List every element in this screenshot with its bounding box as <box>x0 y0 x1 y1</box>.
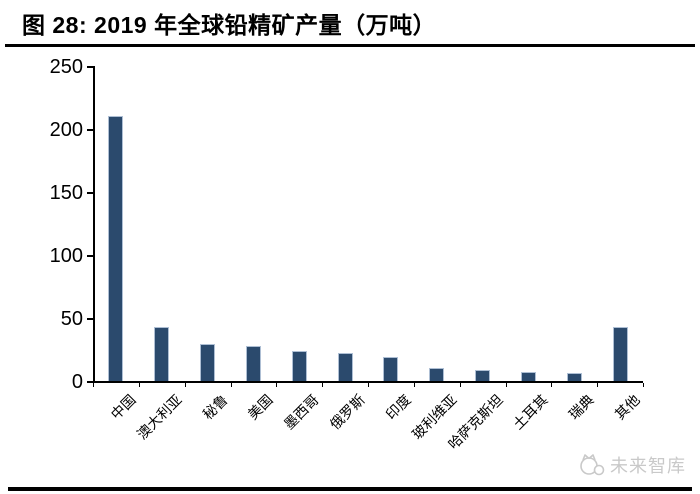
bar-中国 <box>108 116 124 381</box>
x-tick-mark <box>93 383 94 387</box>
x-category-label: 印度 <box>382 391 414 423</box>
bar-土耳其 <box>520 372 536 381</box>
bar-美国 <box>245 345 261 381</box>
watermark: 未来智库 <box>579 452 686 478</box>
x-category-label: 秘鲁 <box>199 391 231 423</box>
bar-秘鲁 <box>200 344 216 381</box>
x-tick-mark <box>230 383 232 387</box>
y-tick-label: 0 <box>71 371 83 393</box>
x-tick-mark <box>322 383 324 387</box>
y-axis-line <box>93 66 95 383</box>
x-axis-line <box>93 381 643 383</box>
bar-俄罗斯 <box>337 353 353 381</box>
bar-哈萨克斯坦 <box>475 369 491 381</box>
bar-其他 <box>612 326 628 381</box>
bar-墨西哥 <box>291 350 307 381</box>
figure-title: 图 28: 2019 年全球铅精矿产量（万吨） <box>22 12 437 38</box>
y-tick-mark <box>87 66 93 68</box>
x-category-label: 其他 <box>611 391 643 423</box>
y-tick-label: 100 <box>49 245 83 267</box>
x-tick-mark <box>276 383 278 387</box>
x-tick-mark <box>368 383 369 387</box>
y-tick-mark <box>87 255 93 257</box>
x-category-label: 美国 <box>245 391 277 423</box>
x-tick-mark <box>643 383 644 387</box>
weilai-zhiku-logo-icon <box>579 454 605 476</box>
bar-澳大利亚 <box>154 326 170 381</box>
y-tick-mark <box>87 381 93 383</box>
y-tick-label: 250 <box>49 56 83 78</box>
x-category-label: 墨西哥 <box>280 391 322 433</box>
y-tick-mark <box>87 129 93 131</box>
watermark-text: 未来智库 <box>610 456 686 476</box>
y-tick-label: 50 <box>60 308 83 330</box>
bar-瑞典 <box>566 373 582 381</box>
x-tick-mark <box>413 383 415 387</box>
x-tick-mark <box>459 383 461 387</box>
y-tick-mark <box>87 192 93 194</box>
x-category-label: 土耳其 <box>510 391 552 433</box>
x-tick-mark <box>597 383 599 387</box>
y-tick-label: 150 <box>49 182 83 204</box>
bottom-border <box>8 487 692 491</box>
y-tick-label: 200 <box>49 119 83 141</box>
y-tick-mark <box>87 318 93 320</box>
x-category-label: 澳大利亚 <box>133 391 185 443</box>
bar-玻利维亚 <box>429 368 445 381</box>
x-tick-mark <box>505 383 507 387</box>
bar-印度 <box>383 357 399 381</box>
x-category-label: 俄罗斯 <box>326 391 368 433</box>
x-category-label: 瑞典 <box>565 391 597 423</box>
x-tick-mark <box>138 383 140 387</box>
x-tick-mark <box>551 383 553 387</box>
title-divider <box>5 44 695 47</box>
x-category-label: 中国 <box>107 391 139 423</box>
x-tick-mark <box>184 383 186 387</box>
